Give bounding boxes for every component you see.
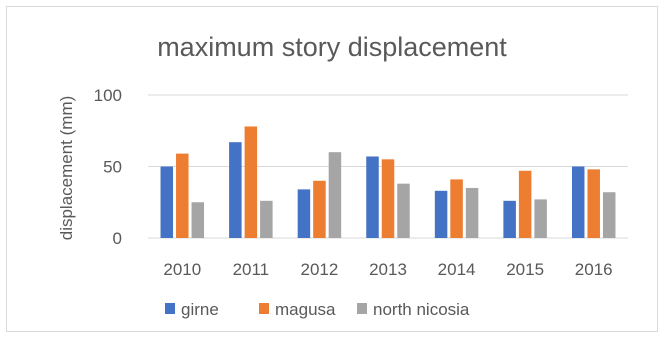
- legend-swatch-north-nicosia: [357, 303, 367, 314]
- bar-girne-2016: [571, 166, 585, 238]
- bar-north-nicosia-2012: [328, 152, 342, 238]
- bar-girne-2014: [434, 190, 448, 238]
- bar-magusa-2011: [244, 126, 258, 238]
- y-tick-label: 0: [113, 229, 122, 248]
- y-axis-label: displacement (mm): [57, 96, 76, 241]
- bar-girne-2012: [297, 189, 311, 238]
- legend-label-north-nicosia: north nicosia: [373, 300, 470, 319]
- bar-north-nicosia-2015: [534, 199, 547, 238]
- x-tick-label: 2015: [506, 260, 544, 279]
- bar-girne-2010: [160, 166, 174, 238]
- bar-girne-2011: [229, 142, 242, 238]
- bar-north-nicosia-2010: [191, 202, 205, 238]
- x-tick-label: 2010: [163, 260, 201, 279]
- legend-swatch-girne: [165, 303, 175, 314]
- bar-north-nicosia-2013: [397, 183, 410, 238]
- legend-label-girne: girne: [181, 300, 219, 319]
- bar-girne-2015: [503, 200, 516, 238]
- legend: girne magusa north nicosia: [165, 300, 470, 319]
- y-tick-label: 100: [94, 86, 122, 105]
- y-axis-ticks: 0 50 100: [94, 86, 122, 248]
- bar-magusa-2015: [518, 170, 532, 238]
- x-tick-label: 2014: [438, 260, 476, 279]
- bar-magusa-2014: [450, 179, 463, 238]
- chart-title: maximum story displacement: [157, 32, 507, 62]
- bars: [160, 126, 616, 238]
- bar-magusa-2012: [313, 180, 326, 238]
- bar-north-nicosia-2011: [260, 200, 273, 238]
- x-tick-label: 2013: [369, 260, 407, 279]
- x-tick-label: 2012: [301, 260, 339, 279]
- bar-girne-2013: [366, 156, 379, 238]
- x-tick-label: 2016: [575, 260, 613, 279]
- legend-swatch-magusa: [259, 303, 269, 314]
- x-tick-label: 2011: [233, 260, 270, 279]
- bar-magusa-2016: [587, 169, 600, 238]
- x-axis-ticks: 2010 2011 2012 2013 2014 2015 2016: [163, 260, 612, 279]
- legend-label-magusa: magusa: [275, 300, 336, 319]
- bar-north-nicosia-2014: [465, 187, 479, 238]
- bar-magusa-2010: [176, 153, 189, 238]
- y-tick-label: 50: [103, 158, 122, 177]
- bar-magusa-2013: [381, 159, 395, 238]
- bar-north-nicosia-2016: [602, 192, 616, 238]
